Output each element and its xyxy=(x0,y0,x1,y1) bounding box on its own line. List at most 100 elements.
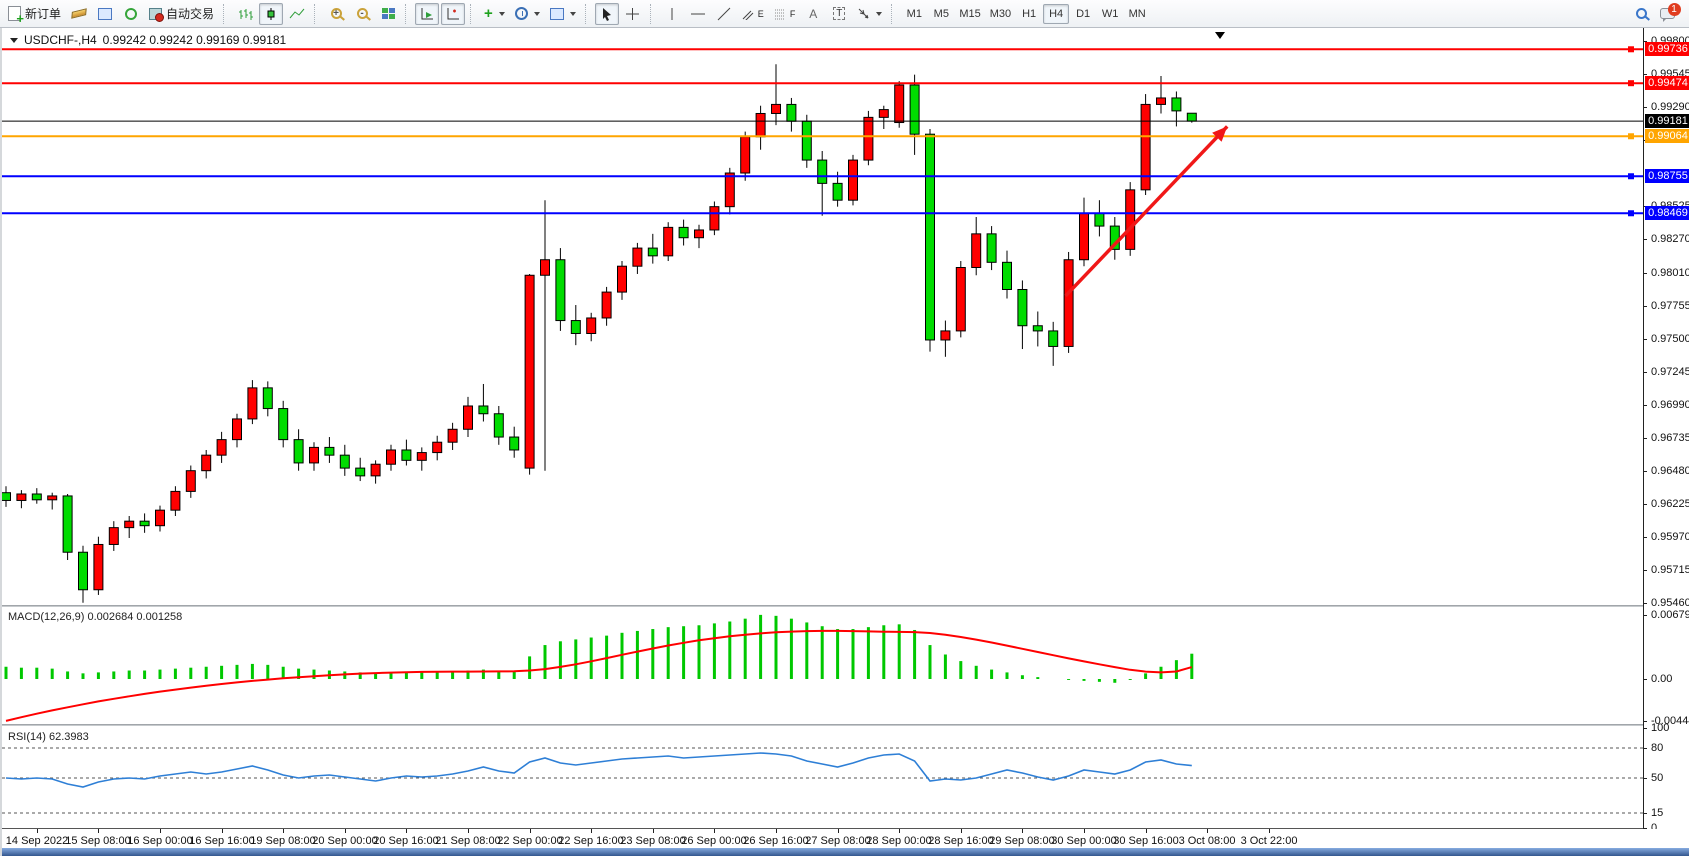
fibonacci-tool-button[interactable]: F xyxy=(770,3,800,25)
line-chart-button[interactable] xyxy=(285,3,309,25)
cursor-button[interactable] xyxy=(594,2,619,25)
price-tick-label: 0.96480 xyxy=(1651,465,1689,477)
autotrading-button[interactable]: 自动交易 xyxy=(145,3,218,25)
candle-body xyxy=(1186,112,1197,122)
axis-tick-mark xyxy=(1643,306,1647,307)
periods-button[interactable] xyxy=(511,3,544,25)
time-tick-mark xyxy=(714,829,715,833)
timeframe-h4-button[interactable]: H4 xyxy=(1043,3,1070,24)
pane-separator[interactable] xyxy=(2,605,1643,607)
chevron-down-icon xyxy=(533,11,540,16)
bottom-edge-strip xyxy=(2,848,1689,856)
zoom-in-button[interactable]: + xyxy=(324,3,348,25)
level-price-badge: 0.98755 xyxy=(1645,169,1689,183)
scroll-to-end-button[interactable] xyxy=(415,2,440,25)
timeframe-m30-button[interactable]: M30 xyxy=(989,7,1012,20)
rsi-tick-label: 0 xyxy=(1651,822,1658,834)
trendline-tool-button[interactable] xyxy=(712,3,736,25)
candle-body xyxy=(309,446,319,464)
macd-tick-label: -0.004442 xyxy=(1651,715,1689,727)
timeframe-d1-button[interactable]: D1 xyxy=(1076,7,1091,20)
toolbar-separator xyxy=(223,3,228,24)
price-tick-label: 0.97500 xyxy=(1651,333,1689,345)
pane-separator[interactable] xyxy=(2,724,1643,726)
chart-symbol-period: USDCHF-,H4 xyxy=(24,33,97,47)
vertical-line-tool-button[interactable] xyxy=(660,3,684,25)
candle-body xyxy=(1171,97,1182,112)
new-order-button[interactable]: 新订单 xyxy=(4,3,65,26)
time-tick-mark xyxy=(776,829,777,833)
bar-chart-button[interactable] xyxy=(233,3,257,25)
crayon-button[interactable] xyxy=(67,3,91,25)
timeframe-mn-button[interactable]: MN xyxy=(1128,7,1146,20)
time-tick-mark xyxy=(98,829,99,833)
candle-body xyxy=(216,439,227,456)
timeframe-w1-button[interactable]: W1 xyxy=(1101,7,1119,20)
time-tick-label: 16 Sep 00:00 xyxy=(127,835,193,847)
trendline-icon xyxy=(717,7,731,20)
chart-window-button[interactable] xyxy=(93,3,117,25)
line-handle xyxy=(1628,210,1634,217)
text-tool-button[interactable]: A xyxy=(801,3,825,25)
candle-body xyxy=(155,509,165,527)
tile-windows-button[interactable] xyxy=(376,3,400,25)
candle-body xyxy=(663,226,674,257)
zoom-out-button[interactable]: - xyxy=(350,3,374,25)
price-tick-label: 0.96225 xyxy=(1651,498,1689,510)
price-tick-label: 0.97755 xyxy=(1651,300,1689,312)
time-axis[interactable]: 14 Sep 2022 15 Sep 08:00 16 Sep 00:00 16 Se… xyxy=(2,829,1689,851)
candle-body xyxy=(232,418,242,441)
candle-body xyxy=(848,159,858,201)
price-tick-label: 0.95715 xyxy=(1651,564,1689,576)
search-button[interactable] xyxy=(1629,3,1653,25)
timeframe-m15-button[interactable]: M15 xyxy=(959,7,981,20)
time-tick-mark xyxy=(1269,829,1270,833)
bar-chart-icon xyxy=(238,8,253,20)
candle-body xyxy=(185,470,196,492)
channel-tool-button[interactable]: E xyxy=(738,3,768,25)
sound-button[interactable] xyxy=(119,3,143,25)
candle-body xyxy=(432,441,443,454)
text-label-tool-button[interactable]: T xyxy=(827,3,851,25)
rsi-tick-label: 15 xyxy=(1651,807,1664,819)
main-price-pane[interactable] xyxy=(2,28,1643,606)
arrows-tool-button[interactable] xyxy=(853,3,886,25)
candle-body xyxy=(955,266,966,332)
macd-tick-label: 0.00 xyxy=(1651,673,1673,685)
candlestick-chart-button[interactable] xyxy=(259,2,284,25)
rsi-indicator-label: RSI(14) 62.3983 xyxy=(8,731,89,743)
timeframe-h1-button[interactable]: H1 xyxy=(1022,7,1037,20)
candle-body xyxy=(909,84,920,135)
time-tick-label: 16 Sep 16:00 xyxy=(189,835,255,847)
auto-scroll-icon xyxy=(447,7,459,19)
templates-button[interactable] xyxy=(546,3,580,25)
level-price-badge: 0.98469 xyxy=(1645,206,1689,220)
rsi-pane[interactable] xyxy=(2,727,1643,828)
candle-body xyxy=(971,233,982,268)
time-tick-mark xyxy=(160,829,161,833)
timeframe-m5-button[interactable]: M5 xyxy=(933,7,949,20)
chart-window-icon xyxy=(98,7,113,20)
time-tick-mark xyxy=(222,829,223,833)
axis-tick-mark xyxy=(1643,778,1647,779)
time-tick-mark xyxy=(838,829,839,833)
axis-tick-mark xyxy=(1643,339,1647,340)
line-chart-icon xyxy=(289,8,305,18)
horizontal-line-tool-button[interactable] xyxy=(686,3,710,25)
macd-pane[interactable] xyxy=(2,607,1643,724)
zoom-in-icon: + xyxy=(330,8,342,19)
candle-body xyxy=(139,520,150,527)
auto-scroll-button[interactable] xyxy=(441,2,466,25)
timeframe-m1-button[interactable]: M1 xyxy=(906,7,922,20)
candle-body xyxy=(1094,212,1105,227)
rsi-tick-label: 50 xyxy=(1651,772,1664,784)
line-handle xyxy=(1628,80,1634,87)
price-tick-label: 0.99290 xyxy=(1651,101,1689,113)
chart-title[interactable]: USDCHF-,H4 0.99242 0.99242 0.99169 0.991… xyxy=(10,33,286,47)
crosshair-button[interactable] xyxy=(621,3,645,25)
indicators-button[interactable]: + xyxy=(480,3,509,25)
candle-body xyxy=(1063,259,1074,347)
macd-signal-line xyxy=(5,629,1193,722)
axis-tick-mark xyxy=(1643,405,1647,406)
notifications-button[interactable]: 1 xyxy=(1655,3,1681,25)
